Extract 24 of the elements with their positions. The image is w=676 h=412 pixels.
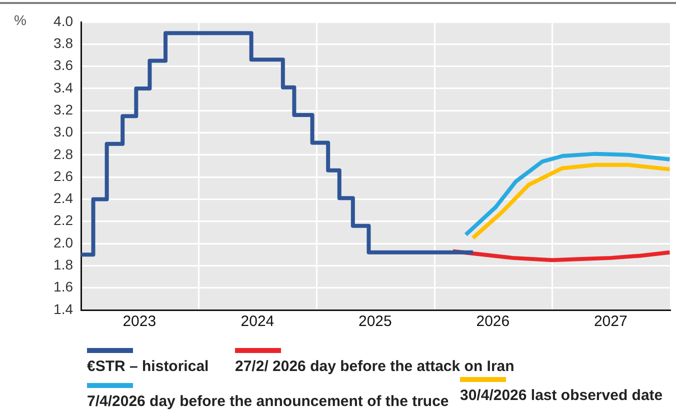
legend-label: 30/4/2026 last observed date: [460, 387, 663, 404]
y-tick-label: 3.2: [54, 101, 74, 118]
y-tick-label: 2.2: [54, 212, 74, 228]
y-tick-label: 3.0: [54, 124, 74, 140]
x-tick-label: 2025: [358, 313, 392, 330]
legend-label: 27/2/ 2026 day before the attack on Iran: [235, 358, 514, 375]
legend-label: 7/4/2026 day before the announcement of the truce: [87, 393, 449, 410]
y-tick-label: 3.6: [54, 57, 74, 74]
y-tick-label: 3.4: [54, 79, 74, 96]
x-tick-label: 2027: [594, 313, 628, 330]
x-tick-label: 2024: [240, 313, 274, 330]
y-tick-label: 1.4: [54, 300, 74, 317]
y-tick-label: 4.0: [54, 12, 74, 29]
y-tick-label: 1.8: [54, 256, 74, 273]
y-tick-label: 2.4: [54, 190, 74, 206]
y-tick-label: 1.6: [54, 278, 74, 295]
y-tick-label: 2.6: [54, 168, 74, 184]
y-axis-title: %: [14, 12, 26, 28]
y-tick-label: 2.8: [54, 146, 74, 162]
y-tick-label: 3.8: [54, 35, 74, 52]
legend-label: €STR – historical: [87, 358, 209, 375]
x-tick-label: 2026: [476, 313, 510, 330]
y-tick-label: 2.0: [54, 234, 74, 250]
x-tick-label: 2023: [122, 313, 156, 330]
